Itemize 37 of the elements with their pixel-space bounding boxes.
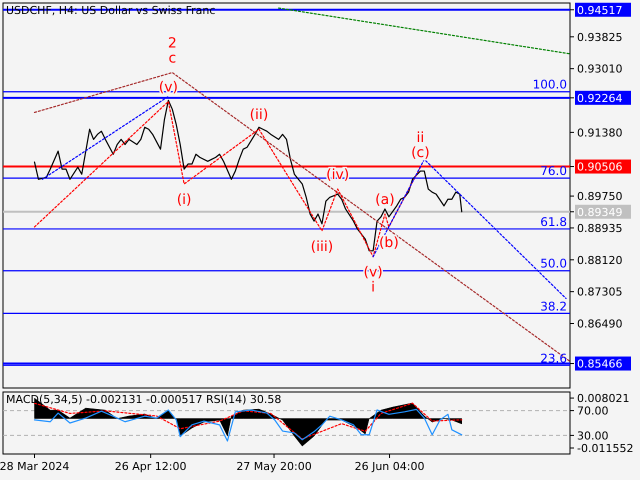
y-tick-label: 30.00 bbox=[577, 429, 608, 442]
annotation: 76.0 bbox=[540, 164, 567, 178]
y-tick-label: 0.88120 bbox=[577, 254, 622, 267]
x-tick-label: 26 Apr 12:00 bbox=[114, 460, 187, 473]
y-tick-label: 0.93825 bbox=[577, 30, 622, 44]
y-tick-label: 0.88935 bbox=[577, 222, 622, 235]
annotation: (a) bbox=[375, 192, 395, 208]
annotation: i bbox=[371, 280, 376, 296]
annotation: 2 bbox=[168, 36, 177, 52]
y-tick-label: 0.90506 bbox=[577, 160, 622, 174]
y-tick-label: 0.87305 bbox=[577, 286, 622, 299]
annotation: (b) bbox=[378, 234, 399, 251]
annotation: (i) bbox=[176, 192, 192, 208]
y-tick-label: 0.86490 bbox=[577, 318, 622, 331]
annotation: (ii) bbox=[250, 107, 268, 124]
annotation: 61.8 bbox=[540, 214, 567, 229]
annotation: 38.2 bbox=[540, 299, 567, 314]
y2-tick-label: -0.011552 bbox=[577, 442, 634, 456]
annotation: 50.0 bbox=[540, 256, 567, 271]
annotation: ii bbox=[416, 130, 424, 146]
annotation: 23.6 bbox=[540, 351, 567, 366]
y2-tick-label: 0.008021 bbox=[577, 392, 630, 406]
annotation: (iii) bbox=[310, 238, 334, 255]
x-tick-label: 28 Mar 2024 bbox=[0, 460, 70, 473]
y-tick-label: 0.91380 bbox=[577, 126, 622, 140]
y-tick-label: 0.89349 bbox=[577, 206, 622, 219]
annotation: 100.0 bbox=[532, 78, 567, 92]
x-tick-label: 27 May 20:00 bbox=[236, 460, 312, 473]
y-tick-label: 0.93010 bbox=[577, 62, 622, 76]
annotation: (c) bbox=[411, 145, 430, 162]
x-tick-label: 26 Jun 04:00 bbox=[354, 460, 424, 473]
annotation: c bbox=[168, 50, 176, 67]
y-tick-label: 0.94517 bbox=[577, 4, 622, 17]
y-tick-label: 0.89750 bbox=[577, 190, 622, 204]
y-tick-label: 0.85466 bbox=[577, 358, 622, 371]
y-tick-label: 70.00 bbox=[577, 404, 608, 418]
y-tick-label: 0.92264 bbox=[577, 92, 622, 105]
